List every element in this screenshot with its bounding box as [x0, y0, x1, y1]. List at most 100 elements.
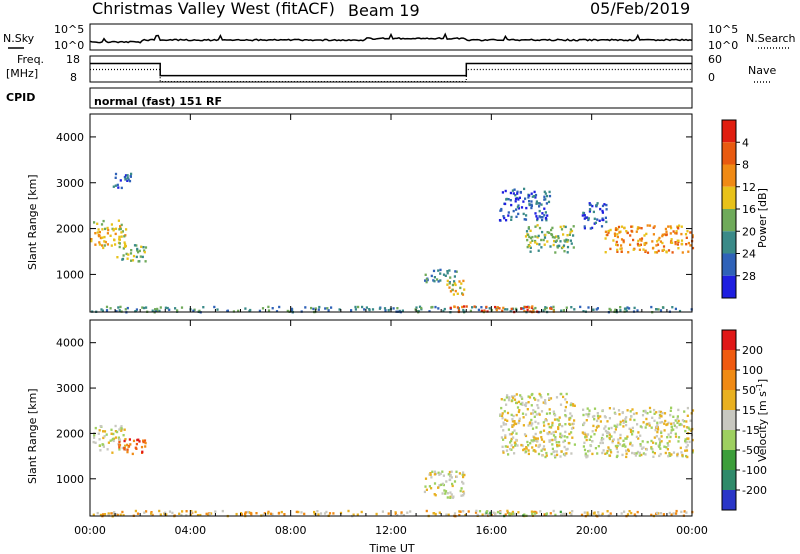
echo-cell: [522, 200, 525, 203]
echo-cell: [469, 309, 472, 313]
freq-tick-bottom: 8: [70, 71, 77, 84]
echo-cell: [141, 306, 144, 309]
echo-cell: [143, 251, 146, 254]
echo-cell: [583, 441, 586, 444]
echo-cell: [650, 513, 653, 517]
echo-cell: [562, 395, 565, 399]
echo-cell: [585, 435, 588, 438]
echo-cell: [566, 245, 570, 249]
echo-cell: [119, 179, 122, 182]
echo-cell: [623, 307, 627, 310]
echo-cell: [601, 512, 604, 515]
echo-cell: [120, 231, 123, 234]
echo-cell: [548, 190, 551, 194]
echo-cell: [592, 424, 595, 428]
echo-cell: [624, 420, 628, 423]
echo-cell: [552, 509, 555, 513]
echo-cell: [511, 396, 515, 399]
echo-cell: [530, 204, 533, 207]
colorbar-swatch: [722, 275, 736, 298]
echo-cell: [458, 510, 461, 513]
echo-cell: [124, 243, 127, 246]
echo-cell: [628, 427, 631, 430]
echo-cell: [531, 239, 534, 242]
y-tick-label: 4000: [56, 337, 84, 350]
echo-cell: [510, 437, 513, 441]
echo-cell: [602, 437, 605, 441]
echo-cell: [485, 305, 488, 309]
echo-cell: [582, 211, 585, 215]
echo-cell: [636, 450, 639, 454]
echo-cell: [507, 211, 510, 214]
noise-panel-frame: [89, 23, 693, 51]
echo-cell: [423, 490, 426, 494]
echo-cell: [565, 238, 568, 241]
echo-cell: [657, 238, 660, 241]
echo-cell: [462, 308, 465, 312]
echo-cell: [531, 427, 535, 430]
echo-cell: [586, 407, 589, 410]
echo-cell: [675, 512, 678, 515]
echo-cell: [667, 455, 670, 458]
power-colorbar-label: Power [dB]: [756, 188, 769, 248]
echo-cell: [604, 216, 607, 219]
echo-cell: [459, 286, 462, 290]
echo-cell: [534, 410, 537, 414]
echo-cell: [689, 244, 692, 247]
echo-cell: [552, 434, 556, 437]
echo-cell: [110, 223, 113, 226]
echo-cell: [582, 445, 585, 448]
echo-cell: [564, 430, 567, 434]
echo-cell: [542, 238, 545, 242]
echo-cell: [637, 431, 640, 434]
echo-cell: [563, 445, 566, 449]
echo-cell: [142, 440, 145, 444]
echo-cell: [638, 454, 641, 457]
echo-cell: [653, 419, 656, 422]
echo-cell: [512, 192, 515, 195]
echo-cell: [92, 513, 95, 516]
echo-cell: [563, 239, 566, 242]
echo-cell: [139, 255, 142, 258]
echo-cell: [118, 428, 121, 431]
cpid-panel-frame: [89, 87, 693, 109]
echo-cell: [642, 421, 645, 424]
echo-cell: [440, 483, 443, 486]
echo-cell: [554, 438, 557, 441]
echo-cell: [568, 233, 571, 236]
echo-cell: [553, 239, 556, 243]
echo-cell: [448, 269, 451, 272]
echo-cell: [534, 398, 537, 401]
echo-cell: [521, 401, 524, 405]
echo-cell: [495, 307, 498, 310]
echo-cell: [569, 403, 572, 407]
echo-cell: [439, 268, 442, 272]
echo-cell: [534, 512, 537, 515]
echo-cell: [529, 236, 532, 240]
echo-cell: [110, 512, 113, 515]
echo-cell: [508, 433, 512, 436]
echo-cell: [658, 236, 661, 240]
echo-cell: [120, 427, 123, 430]
echo-cell: [656, 240, 659, 243]
echo-cell: [663, 429, 666, 432]
echo-cell: [462, 475, 465, 479]
echo-cell: [507, 453, 510, 456]
echo-cell: [572, 422, 575, 425]
echo-cell: [528, 306, 531, 309]
echo-cell: [565, 401, 568, 404]
echo-cell: [202, 306, 205, 309]
echo-cell: [418, 305, 422, 308]
echo-cell: [533, 436, 536, 439]
echo-cell: [527, 233, 530, 237]
echo-cell: [350, 309, 353, 312]
echo-cell: [691, 438, 694, 442]
echo-cell: [120, 186, 123, 190]
y-tick-label: 1000: [56, 268, 84, 281]
echo-cell: [415, 306, 418, 309]
nave-tick-top: 60: [708, 53, 722, 66]
echo-cell: [133, 244, 137, 247]
echo-cell: [115, 310, 118, 313]
echo-cell: [180, 513, 183, 517]
